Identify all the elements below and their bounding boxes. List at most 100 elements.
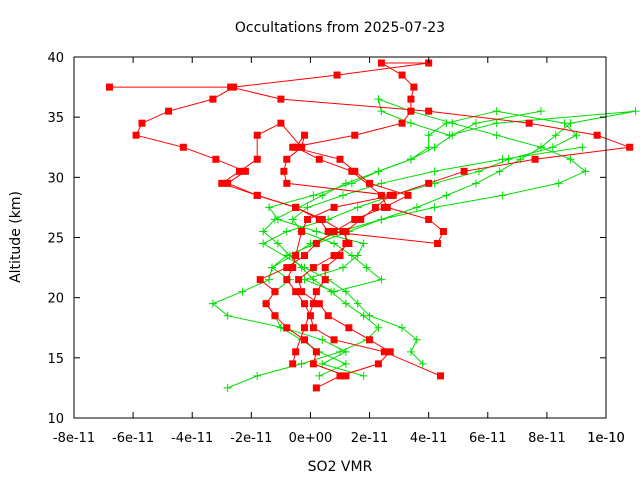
data-point [407, 107, 415, 115]
data-point [132, 131, 140, 139]
x-tick-label: 2e-11 [351, 431, 389, 446]
data-point [492, 119, 501, 128]
data-point [306, 312, 314, 320]
data-point [572, 131, 581, 140]
x-tick-label: 8e-11 [528, 431, 566, 446]
data-point [273, 239, 282, 248]
data-point [560, 119, 569, 128]
data-point [298, 288, 306, 296]
data-point [374, 360, 382, 368]
data-point [341, 347, 350, 356]
data-point [495, 167, 504, 176]
data-point [303, 215, 311, 223]
data-point [365, 311, 374, 320]
data-point [333, 71, 341, 79]
x-tick-label: 1e-10 [587, 431, 625, 446]
data-point [631, 107, 640, 116]
data-point [347, 179, 356, 188]
data-point [406, 155, 415, 164]
data-point [292, 203, 300, 211]
data-point [374, 323, 383, 332]
data-point [386, 348, 394, 356]
data-point [330, 203, 338, 211]
data-point [288, 215, 297, 224]
data-point [471, 119, 480, 128]
data-point [471, 179, 480, 188]
data-point [374, 95, 383, 104]
data-point [301, 324, 309, 332]
series-line [227, 110, 542, 389]
data-point [442, 119, 451, 128]
data-point [398, 323, 407, 332]
data-point [105, 83, 113, 91]
data-point [371, 203, 379, 211]
data-point [309, 360, 317, 368]
data-point [377, 107, 386, 116]
data-point [271, 312, 279, 320]
data-point [292, 143, 300, 151]
data-point [283, 179, 291, 187]
data-point [301, 336, 309, 344]
data-point [412, 335, 421, 344]
data-point [315, 215, 323, 223]
data-point [223, 311, 232, 320]
data-point [297, 359, 306, 368]
data-point [626, 143, 634, 151]
data-point [336, 372, 344, 380]
data-point [292, 252, 300, 260]
data-point [283, 155, 291, 163]
data-point [341, 299, 350, 308]
data-point [498, 155, 507, 164]
data-point [295, 276, 303, 284]
data-point [347, 251, 356, 260]
data-point [289, 264, 297, 272]
data-point [330, 287, 339, 296]
data-point [404, 191, 412, 199]
data-point [315, 155, 323, 163]
data-point [283, 276, 291, 284]
data-point [253, 131, 261, 139]
data-point [425, 215, 433, 223]
data-point [259, 227, 268, 236]
data-point [380, 348, 388, 356]
data-point [330, 227, 338, 235]
data-point [256, 276, 264, 284]
data-point [578, 143, 587, 152]
data-point [377, 275, 386, 284]
data-point [377, 59, 385, 67]
data-point [312, 227, 321, 236]
x-tick-label: 4e-11 [410, 431, 448, 446]
data-point [212, 155, 220, 163]
data-point [424, 143, 433, 152]
data-point [492, 107, 501, 116]
data-point [377, 191, 385, 199]
data-point [430, 203, 439, 212]
series-1 [132, 59, 433, 392]
series-line [135, 62, 429, 389]
series-5 [259, 107, 587, 368]
data-point [436, 372, 444, 380]
data-point [342, 227, 350, 235]
data-point [406, 347, 415, 356]
data-point [300, 263, 309, 272]
data-point [262, 300, 270, 308]
data-point [253, 191, 261, 199]
data-point [138, 119, 146, 127]
data-point [593, 131, 601, 139]
data-point [359, 371, 368, 380]
data-point [407, 95, 415, 103]
data-point [330, 336, 338, 344]
data-point [238, 287, 247, 296]
data-point [398, 71, 406, 79]
data-point [341, 359, 350, 368]
data-point [430, 167, 439, 176]
data-point [321, 276, 329, 284]
x-tick-label-right-edge: 1e-10 [587, 431, 625, 446]
data-point [268, 263, 277, 272]
data-point [342, 240, 350, 248]
data-point [425, 59, 433, 67]
data-point [224, 179, 232, 187]
data-point [236, 167, 244, 175]
data-point [309, 191, 318, 200]
